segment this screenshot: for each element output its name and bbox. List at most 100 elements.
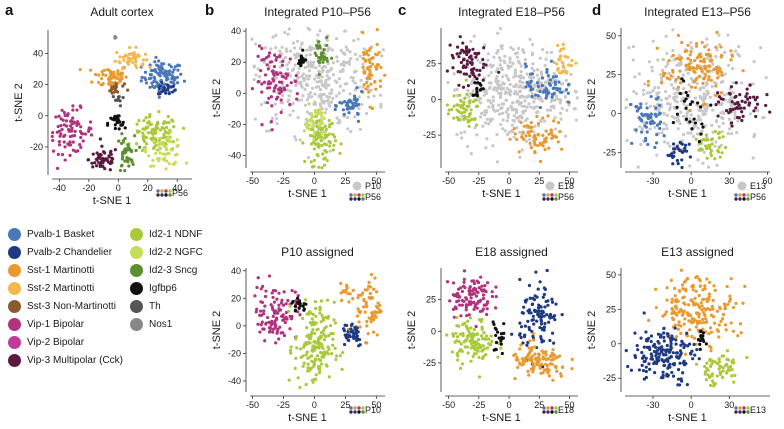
point-id2-1-ndnf	[467, 112, 472, 117]
point-sst-1-martinotti	[543, 368, 547, 372]
legend-swatch-multi	[353, 406, 357, 410]
point-sst-2-martinotti	[556, 66, 560, 70]
point-e13	[717, 43, 722, 47]
point-pvalb-1-basket	[156, 71, 160, 75]
point-e18	[560, 106, 564, 110]
point-sst-3-non-martinotti	[126, 88, 130, 92]
point-sst-1-martinotti	[542, 356, 546, 360]
point-pvalb-2-chandelier	[662, 335, 666, 340]
point-id2-1-ndnf	[472, 346, 477, 351]
point-vip-1-bipolar	[265, 63, 269, 67]
point-e18	[535, 73, 539, 77]
point-e18	[477, 97, 481, 101]
point-sst-1-martinotti	[687, 303, 691, 307]
point-id2-1-ndnf	[318, 311, 322, 315]
point-pvalb-2-chandelier	[539, 315, 544, 319]
point-p10	[288, 49, 292, 53]
point-pvalb-2-chandelier	[545, 268, 549, 273]
point-e13	[681, 132, 686, 137]
point-p10	[349, 56, 353, 61]
point-p10	[335, 94, 339, 98]
point-id2-2-ngfc	[170, 148, 174, 152]
point-vip-3-multipolar-cck-	[100, 144, 104, 148]
point-sst-1-martinotti	[692, 336, 697, 341]
point-id2-1-ndnf	[718, 370, 723, 375]
point-igfbp6	[692, 117, 696, 121]
point-sst-1-martinotti	[703, 284, 707, 288]
point-p10	[284, 49, 289, 54]
point-p10	[274, 46, 278, 50]
point-p10	[278, 65, 282, 69]
point-e13	[731, 81, 735, 85]
point-id2-1-ndnf	[468, 119, 472, 123]
point-sst-1-martinotti	[717, 323, 721, 327]
point-sst-1-martinotti	[736, 334, 740, 338]
point-pvalb-1-basket	[355, 111, 360, 116]
point-sst-2-martinotti	[557, 57, 562, 62]
point-id2-3-sncg	[127, 157, 132, 161]
point-e18	[446, 80, 450, 85]
y-tick-label: 40	[231, 26, 241, 36]
point-id2-1-ndnf	[320, 127, 324, 131]
point-igfbp6	[690, 127, 694, 131]
point-id2-1-ndnf	[141, 131, 145, 135]
point-e18	[517, 115, 521, 119]
point-id2-1-ndnf	[718, 155, 722, 159]
point-id2-1-ndnf	[707, 143, 711, 147]
point-vip-3-multipolar-cck-	[717, 95, 722, 99]
point-e13	[663, 90, 668, 94]
point-pvalb-1-basket	[148, 85, 152, 89]
point-id2-1-ndnf	[462, 340, 466, 344]
point-id2-1-ndnf	[309, 332, 313, 336]
point-pvalb-2-chandelier	[534, 270, 538, 274]
point-id2-1-ndnf	[704, 144, 708, 148]
point-p10	[320, 66, 324, 70]
point-e13	[662, 112, 666, 116]
point-sst-2-martinotti	[128, 45, 132, 50]
point-sst-1-martinotti	[646, 83, 650, 87]
point-p10	[344, 45, 348, 49]
point-sst-1-martinotti	[703, 313, 707, 317]
point-vip-1-bipolar	[75, 123, 79, 127]
point-sst-1-martinotti	[677, 320, 681, 324]
point-sst-1-martinotti	[378, 310, 382, 314]
point-vip-1-bipolar	[270, 291, 274, 295]
point-id2-1-ndnf	[137, 130, 141, 134]
x-tick-label: 50	[565, 176, 575, 186]
point-p10	[286, 67, 290, 71]
y-tick-label: -40	[228, 376, 241, 386]
point-e18	[494, 79, 498, 84]
point-e18	[506, 115, 510, 119]
point-e13	[679, 110, 683, 114]
point-sst-1-martinotti	[517, 150, 521, 154]
point-vip-3-multipolar-cck-	[451, 66, 455, 70]
legend-swatch-multi	[738, 406, 742, 410]
point-sst-1-martinotti	[670, 310, 675, 315]
y-tick-label: 40	[33, 48, 43, 58]
point-vip-1-bipolar	[282, 333, 287, 338]
point-id2-1-ndnf	[315, 354, 320, 358]
x-tick-label: -25	[277, 400, 290, 410]
point-sst-1-martinotti	[351, 297, 355, 301]
point-sst-1-martinotti	[697, 315, 701, 319]
point-sst-1-martinotti	[700, 69, 704, 73]
point-sst-1-martinotti	[570, 357, 574, 361]
point-vip-3-multipolar-cck-	[729, 85, 734, 89]
point-e13	[639, 142, 643, 147]
point-p10	[303, 87, 307, 91]
point-vip-3-multipolar-cck-	[737, 103, 741, 107]
point-pvalb-1-basket	[540, 76, 545, 80]
point-pvalb-1-basket	[634, 105, 638, 109]
point-vip-1-bipolar	[481, 293, 486, 297]
point-pvalb-2-chandelier	[661, 370, 665, 374]
point-id2-1-ndnf	[305, 312, 309, 316]
point-e18	[499, 83, 503, 87]
point-e18	[460, 136, 464, 140]
chart-title: Integrated E13–P56	[644, 5, 751, 19]
point-p10	[286, 32, 290, 36]
point-p10	[294, 138, 298, 142]
point-e18	[489, 101, 493, 105]
legend-swatch-multi	[738, 410, 742, 414]
point-id2-1-ndnf	[146, 131, 150, 135]
point-id2-1-ndnf	[162, 120, 166, 124]
